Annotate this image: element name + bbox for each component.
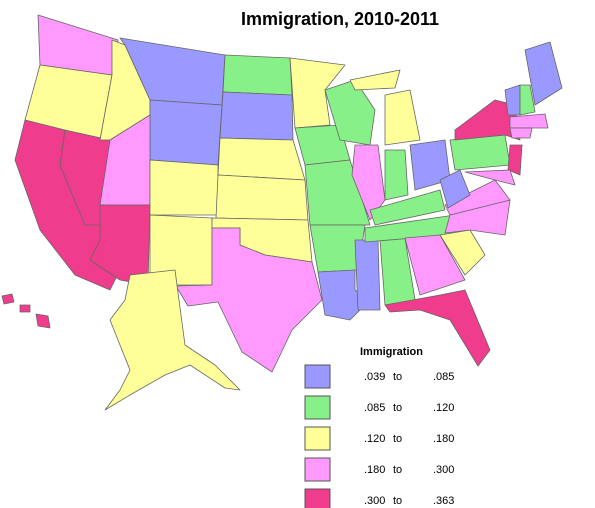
legend-from: .039 [364, 371, 385, 383]
state [104, 269, 241, 411]
state [149, 159, 219, 216]
state [524, 41, 563, 106]
legend-to: .363 [433, 495, 454, 507]
state [509, 113, 549, 129]
state [369, 189, 446, 226]
legend-separator: to [393, 495, 402, 507]
state [384, 89, 421, 146]
state [324, 79, 376, 146]
state [439, 229, 486, 276]
state [219, 91, 294, 141]
legend-separator: to [393, 402, 402, 414]
legend-swatch [304, 364, 331, 389]
state [464, 169, 516, 186]
legend-swatch [304, 395, 331, 420]
state [439, 169, 471, 209]
legend-to: .180 [433, 433, 454, 445]
legend-separator: to [393, 464, 402, 476]
legend-separator: to [393, 371, 402, 383]
legend-from: .120 [364, 433, 385, 445]
state [215, 174, 309, 221]
state [509, 127, 533, 139]
state [404, 234, 466, 296]
state [149, 99, 223, 166]
state [444, 179, 511, 216]
legend-swatch [304, 488, 331, 508]
legend-swatch [304, 426, 331, 451]
legend-to: .085 [433, 371, 454, 383]
legend-to: .120 [433, 402, 454, 414]
state [507, 144, 523, 176]
state [504, 84, 521, 116]
state [354, 239, 381, 311]
legend: .039 to .085 .085 to .120 .120 to .180 .180 to .300… [304, 364, 454, 508]
state [384, 149, 409, 201]
legend-separator: to [393, 433, 402, 445]
state [384, 289, 491, 367]
state [454, 99, 521, 141]
legend-from: .085 [364, 402, 385, 414]
legend-to: .300 [433, 464, 454, 476]
legend-swatch [304, 457, 331, 482]
state [449, 134, 511, 171]
state [289, 57, 346, 129]
legend-from: .300 [364, 495, 385, 507]
legend-from: .180 [364, 464, 385, 476]
state [19, 304, 31, 313]
state [222, 54, 293, 96]
state [519, 84, 536, 116]
states [1, 14, 563, 411]
state [217, 137, 306, 181]
legend-title: Immigration [360, 346, 423, 358]
map-title: Immigration, 2010-2011 [241, 9, 439, 29]
state [349, 69, 401, 91]
state [175, 227, 323, 373]
state [1, 293, 15, 305]
state [35, 313, 51, 329]
